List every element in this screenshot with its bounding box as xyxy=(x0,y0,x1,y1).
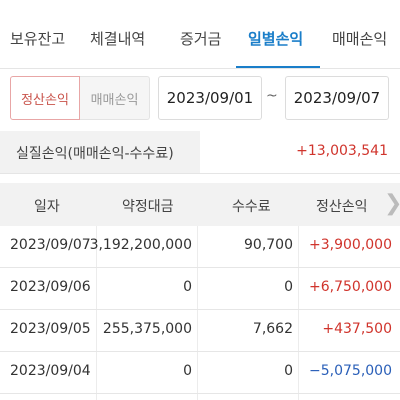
table-header: 일자 약정대금 수수료 정산손익 ❯ xyxy=(0,183,400,226)
chevron-right-icon[interactable]: ❯ xyxy=(384,191,400,216)
date-range-separator: ~ xyxy=(266,88,278,104)
row-fee: 0 xyxy=(284,279,293,295)
summary-divider xyxy=(0,173,400,174)
row-settlement-pnl: −5,075,000 xyxy=(309,363,392,379)
end-date-field[interactable]: 2023/09/07 xyxy=(285,76,389,120)
row-contract-amount: 255,375,000 xyxy=(102,321,192,337)
column-divider xyxy=(96,226,97,400)
row-contract-amount: 3,192,200,000 xyxy=(89,237,192,253)
column-divider xyxy=(197,226,198,400)
table-row[interactable]: 2023/09/07 3,192,200,000 90,700 +3,900,0… xyxy=(0,226,400,268)
tab-bar: 보유잔고 체결내역 증거금 일별손익 매매손익 xyxy=(0,0,400,76)
header-contract-amount: 약정대금 xyxy=(122,199,174,215)
trading-pnl-button[interactable]: 매매손익 xyxy=(80,76,150,120)
header-fee: 수수료 xyxy=(232,199,271,215)
table-row[interactable]: 2023/09/04 0 0 −5,075,000 xyxy=(0,352,400,394)
row-settlement-pnl: +3,900,000 xyxy=(309,237,392,253)
pnl-type-toggle: 정산손익 매매손익 xyxy=(10,76,154,120)
row-settlement-pnl: +6,750,000 xyxy=(309,279,392,295)
tab-daily-pnl[interactable]: 일별손익 xyxy=(248,30,304,48)
header-date: 일자 xyxy=(34,199,60,215)
start-date-field[interactable]: 2023/09/01 xyxy=(158,76,262,120)
tab-trading-pnl[interactable]: 매매손익 xyxy=(332,30,388,48)
tab-executions[interactable]: 체결내역 xyxy=(90,30,146,48)
tab-holdings[interactable]: 보유잔고 xyxy=(10,30,66,48)
header-settlement-pnl: 정산손익 xyxy=(316,199,368,215)
row-date: 2023/09/04 xyxy=(10,363,91,379)
row-date: 2023/09/07 xyxy=(10,237,91,253)
summary-label-cell xyxy=(0,131,200,173)
row-date: 2023/09/06 xyxy=(10,279,91,295)
row-settlement-pnl: +437,500 xyxy=(322,321,392,337)
summary-value: +13,003,541 xyxy=(296,143,388,159)
realized-pnl-summary: 실질손익(매매손익-수수료) +13,003,541 xyxy=(0,131,400,174)
row-date: 2023/09/05 xyxy=(10,321,91,337)
row-contract-amount: 0 xyxy=(183,279,192,295)
active-tab-indicator xyxy=(236,66,320,68)
row-fee: 0 xyxy=(284,363,293,379)
tab-margin[interactable]: 증거금 xyxy=(180,30,222,48)
summary-label: 실질손익(매매손익-수수료) xyxy=(16,146,174,162)
tab-bar-divider xyxy=(0,68,400,69)
row-fee: 7,662 xyxy=(252,321,293,337)
column-divider xyxy=(298,226,299,400)
settlement-pnl-button[interactable]: 정산손익 xyxy=(10,76,80,120)
table-row[interactable]: 2023/09/05 255,375,000 7,662 +437,500 xyxy=(0,310,400,352)
table-row[interactable]: 2023/09/06 0 0 +6,750,000 xyxy=(0,268,400,310)
row-fee: 90,700 xyxy=(244,237,293,253)
row-contract-amount: 0 xyxy=(183,363,192,379)
